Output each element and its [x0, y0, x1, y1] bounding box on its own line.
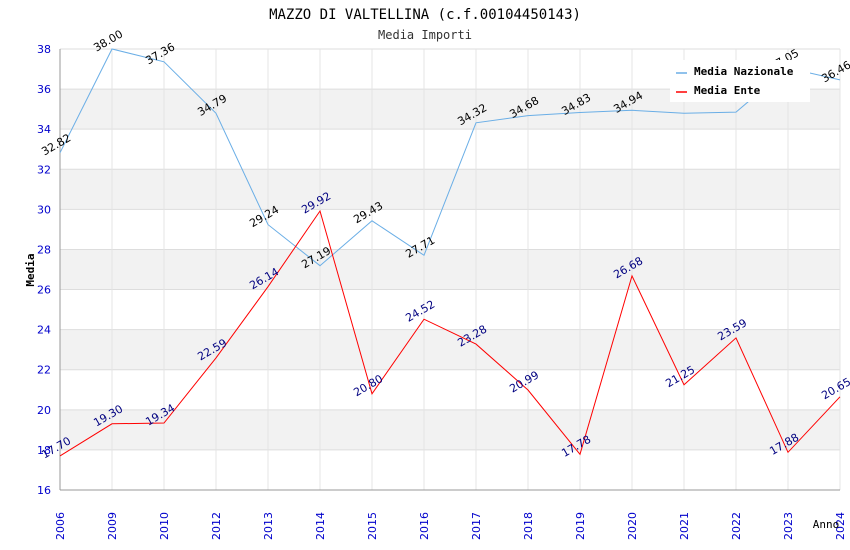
legend: Media Nazionale Media Ente	[670, 60, 810, 102]
x-axis-label: Anno	[813, 518, 840, 531]
y-tick-label: 28	[37, 243, 51, 256]
series-line-media-nazionale	[59, 48, 841, 267]
data-label: 20.80	[351, 372, 385, 399]
x-tick-label: 2020	[626, 512, 639, 540]
data-label: 20.65	[819, 375, 850, 402]
x-tick-label: 2009	[106, 512, 119, 540]
x-tick-label: 2023	[782, 512, 795, 540]
legend-label-media-ente: Media Ente	[694, 84, 761, 97]
data-label: 38.00	[91, 27, 125, 54]
data-label: 36.46	[819, 58, 850, 85]
y-tick-label: 24	[37, 324, 51, 337]
x-tick-label: 2021	[678, 512, 691, 540]
x-axis-ticks: 2006 2009 2010 2012 2013 2014 2015 2016 2017 2018…	[54, 512, 847, 540]
series-lines	[59, 48, 841, 457]
x-tick-label: 2022	[730, 512, 743, 540]
y-tick-label: 34	[37, 123, 51, 136]
y-tick-label: 16	[37, 484, 51, 497]
data-label: 17.70	[39, 434, 73, 461]
chart-title: MAZZO DI VALTELLINA (c.f.00104450143)	[269, 7, 581, 23]
data-label: 24.52	[403, 298, 437, 325]
y-tick-label: 22	[37, 364, 51, 377]
x-tick-label: 2014	[314, 512, 327, 540]
x-tick-label: 2019	[574, 512, 587, 540]
y-tick-label: 38	[37, 43, 51, 56]
chart-subtitle: Media Importi	[378, 28, 472, 42]
x-tick-label: 2012	[210, 512, 223, 540]
y-tick-label: 36	[37, 83, 51, 96]
data-label: 37.36	[143, 40, 177, 67]
x-tick-label: 2018	[522, 512, 535, 540]
grid-band	[60, 409, 840, 450]
y-tick-label: 20	[37, 404, 51, 417]
x-tick-label: 2017	[470, 512, 483, 540]
x-tick-label: 2006	[54, 512, 67, 540]
x-tick-label: 2013	[262, 512, 275, 540]
x-tick-label: 2010	[158, 512, 171, 540]
grid-band	[60, 329, 840, 370]
x-tick-label: 2015	[366, 512, 379, 540]
grid-band	[60, 249, 840, 290]
y-tick-label: 30	[37, 203, 51, 216]
x-tick-label: 2024	[834, 512, 847, 540]
grid-lines	[59, 48, 841, 491]
legend-label-media-nazionale: Media Nazionale	[694, 65, 794, 78]
x-tick-label: 2016	[418, 512, 431, 540]
data-label: 20.99	[507, 368, 541, 395]
y-tick-label: 26	[37, 284, 51, 297]
grid-bands	[60, 89, 840, 450]
series-line-media-ente	[59, 209, 841, 457]
y-tick-label: 32	[37, 163, 51, 176]
y-axis-ticks: 16 18 20 22 24 26 28 30 32 34 36 38	[37, 43, 51, 497]
legend-box	[670, 60, 810, 102]
y-tick-label: 18	[37, 444, 51, 457]
y-axis-label: Media	[24, 253, 37, 286]
